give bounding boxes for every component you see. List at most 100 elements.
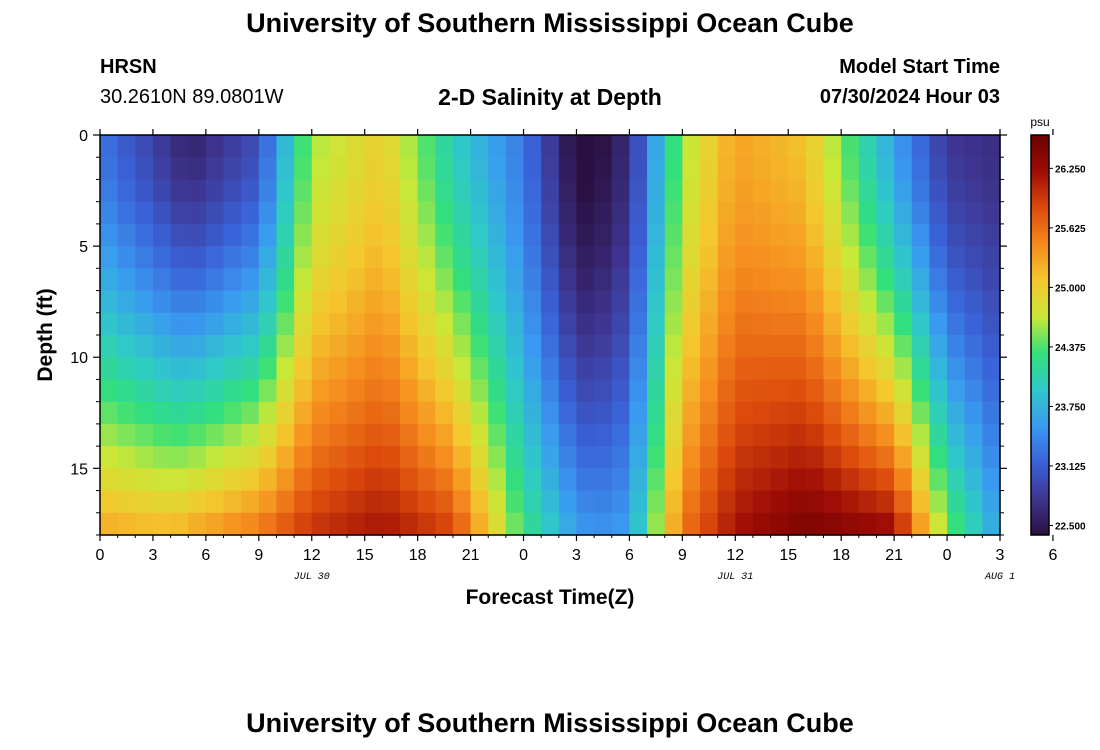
heatmap-cell — [523, 357, 542, 381]
heatmap-cell — [717, 423, 736, 447]
heatmap-cell — [664, 512, 683, 536]
heatmap-cell — [470, 312, 489, 336]
heatmap-cell — [682, 201, 701, 225]
heatmap-cell — [823, 379, 842, 403]
heatmap-cell — [664, 401, 683, 425]
heatmap-cell — [400, 401, 419, 425]
heatmap-cell — [294, 179, 313, 203]
heatmap-cell — [841, 268, 860, 292]
heatmap-cell — [682, 357, 701, 381]
heatmap-cell — [435, 268, 454, 292]
heatmap-cell — [435, 201, 454, 225]
heatmap-cell — [294, 446, 313, 469]
heatmap-cell — [858, 268, 878, 292]
heatmap-cell — [347, 490, 366, 514]
heatmap-cell — [100, 179, 119, 203]
heatmap-cell — [770, 446, 789, 469]
heatmap-cell — [152, 290, 172, 314]
heatmap-cell — [929, 268, 948, 292]
heatmap-cell — [982, 135, 1001, 158]
heatmap-cell — [400, 468, 419, 492]
heatmap-cell — [329, 179, 348, 203]
heatmap-cell — [347, 290, 366, 314]
heatmap-cell — [100, 135, 119, 158]
heatmap-cell — [470, 490, 489, 514]
heatmap-cell — [876, 201, 895, 225]
heatmap-cell — [311, 290, 331, 314]
heatmap-cell — [241, 490, 260, 514]
heatmap-cell — [611, 268, 631, 292]
heatmap-cell — [400, 157, 419, 181]
heatmap-cell — [947, 490, 966, 514]
heatmap-cell — [788, 246, 807, 269]
heatmap-cell — [964, 357, 983, 381]
heatmap-cell — [470, 446, 489, 469]
heatmap-cell — [188, 357, 207, 381]
heatmap-cell — [964, 312, 983, 336]
heatmap-cell — [364, 246, 383, 269]
heatmap-cell — [841, 512, 860, 536]
heatmap-cell — [841, 379, 860, 403]
heatmap-cell — [788, 135, 807, 158]
heatmap-cell — [276, 512, 295, 536]
heatmap-cell — [629, 423, 648, 447]
heatmap-cell — [135, 157, 154, 181]
heatmap-cell — [682, 423, 701, 447]
heatmap-cell — [188, 179, 207, 203]
heatmap-cell — [135, 357, 154, 381]
heatmap-cell — [152, 401, 172, 425]
heatmap-cell — [417, 223, 436, 247]
heatmap-cell — [964, 201, 983, 225]
heatmap-cell — [205, 512, 225, 536]
heatmap-cell — [594, 223, 613, 247]
model-start-label: Model Start Time — [839, 56, 1000, 78]
heatmap-cell — [470, 423, 489, 447]
heatmap-cell — [947, 468, 966, 492]
heatmap-cell — [929, 135, 948, 158]
heatmap-cell — [594, 290, 613, 314]
heatmap-cell — [329, 401, 348, 425]
heatmap-cell — [982, 312, 1001, 336]
heatmap-cell — [170, 135, 189, 158]
heatmap-cell — [347, 335, 366, 358]
heatmap-cell — [647, 423, 666, 447]
heatmap-cell — [188, 312, 207, 336]
heatmap-cell — [135, 490, 154, 514]
x-tick-label: 0 — [943, 547, 952, 564]
heatmap-cell — [258, 357, 278, 381]
heatmap-cell — [223, 468, 242, 492]
heatmap-cell — [188, 512, 207, 536]
heatmap-cell — [664, 268, 683, 292]
heatmap-cell — [700, 379, 719, 403]
heatmap-cell — [294, 490, 313, 514]
heatmap-cell — [505, 357, 525, 381]
heatmap-cell — [205, 468, 225, 492]
y-tick-label: 5 — [79, 239, 88, 256]
heatmap-cell — [294, 401, 313, 425]
heatmap-cell — [276, 268, 295, 292]
heatmap-cell — [682, 135, 701, 158]
heatmap-cell — [964, 290, 983, 314]
heatmap-cell — [911, 201, 931, 225]
heatmap-cell — [400, 446, 419, 469]
heatmap-cell — [647, 290, 666, 314]
heatmap-cell — [329, 312, 348, 336]
date-label: JUL 30 — [294, 572, 330, 583]
heatmap-cell — [647, 157, 666, 181]
heatmap-cell — [400, 512, 419, 536]
heatmap-cell — [488, 201, 507, 225]
heatmap-cell — [929, 423, 948, 447]
heatmap-cell — [276, 290, 295, 314]
heatmap-cell — [735, 379, 754, 403]
heatmap-cell — [382, 312, 401, 336]
heatmap-cell — [911, 357, 931, 381]
heatmap-cell — [858, 423, 878, 447]
heatmap-cell — [205, 246, 225, 269]
heatmap-cell — [576, 512, 595, 536]
heatmap-cell — [188, 268, 207, 292]
heatmap-cell — [682, 312, 701, 336]
heatmap-cell — [400, 201, 419, 225]
heatmap-cell — [100, 357, 119, 381]
heatmap-cell — [152, 335, 172, 358]
heatmap-cell — [964, 468, 983, 492]
